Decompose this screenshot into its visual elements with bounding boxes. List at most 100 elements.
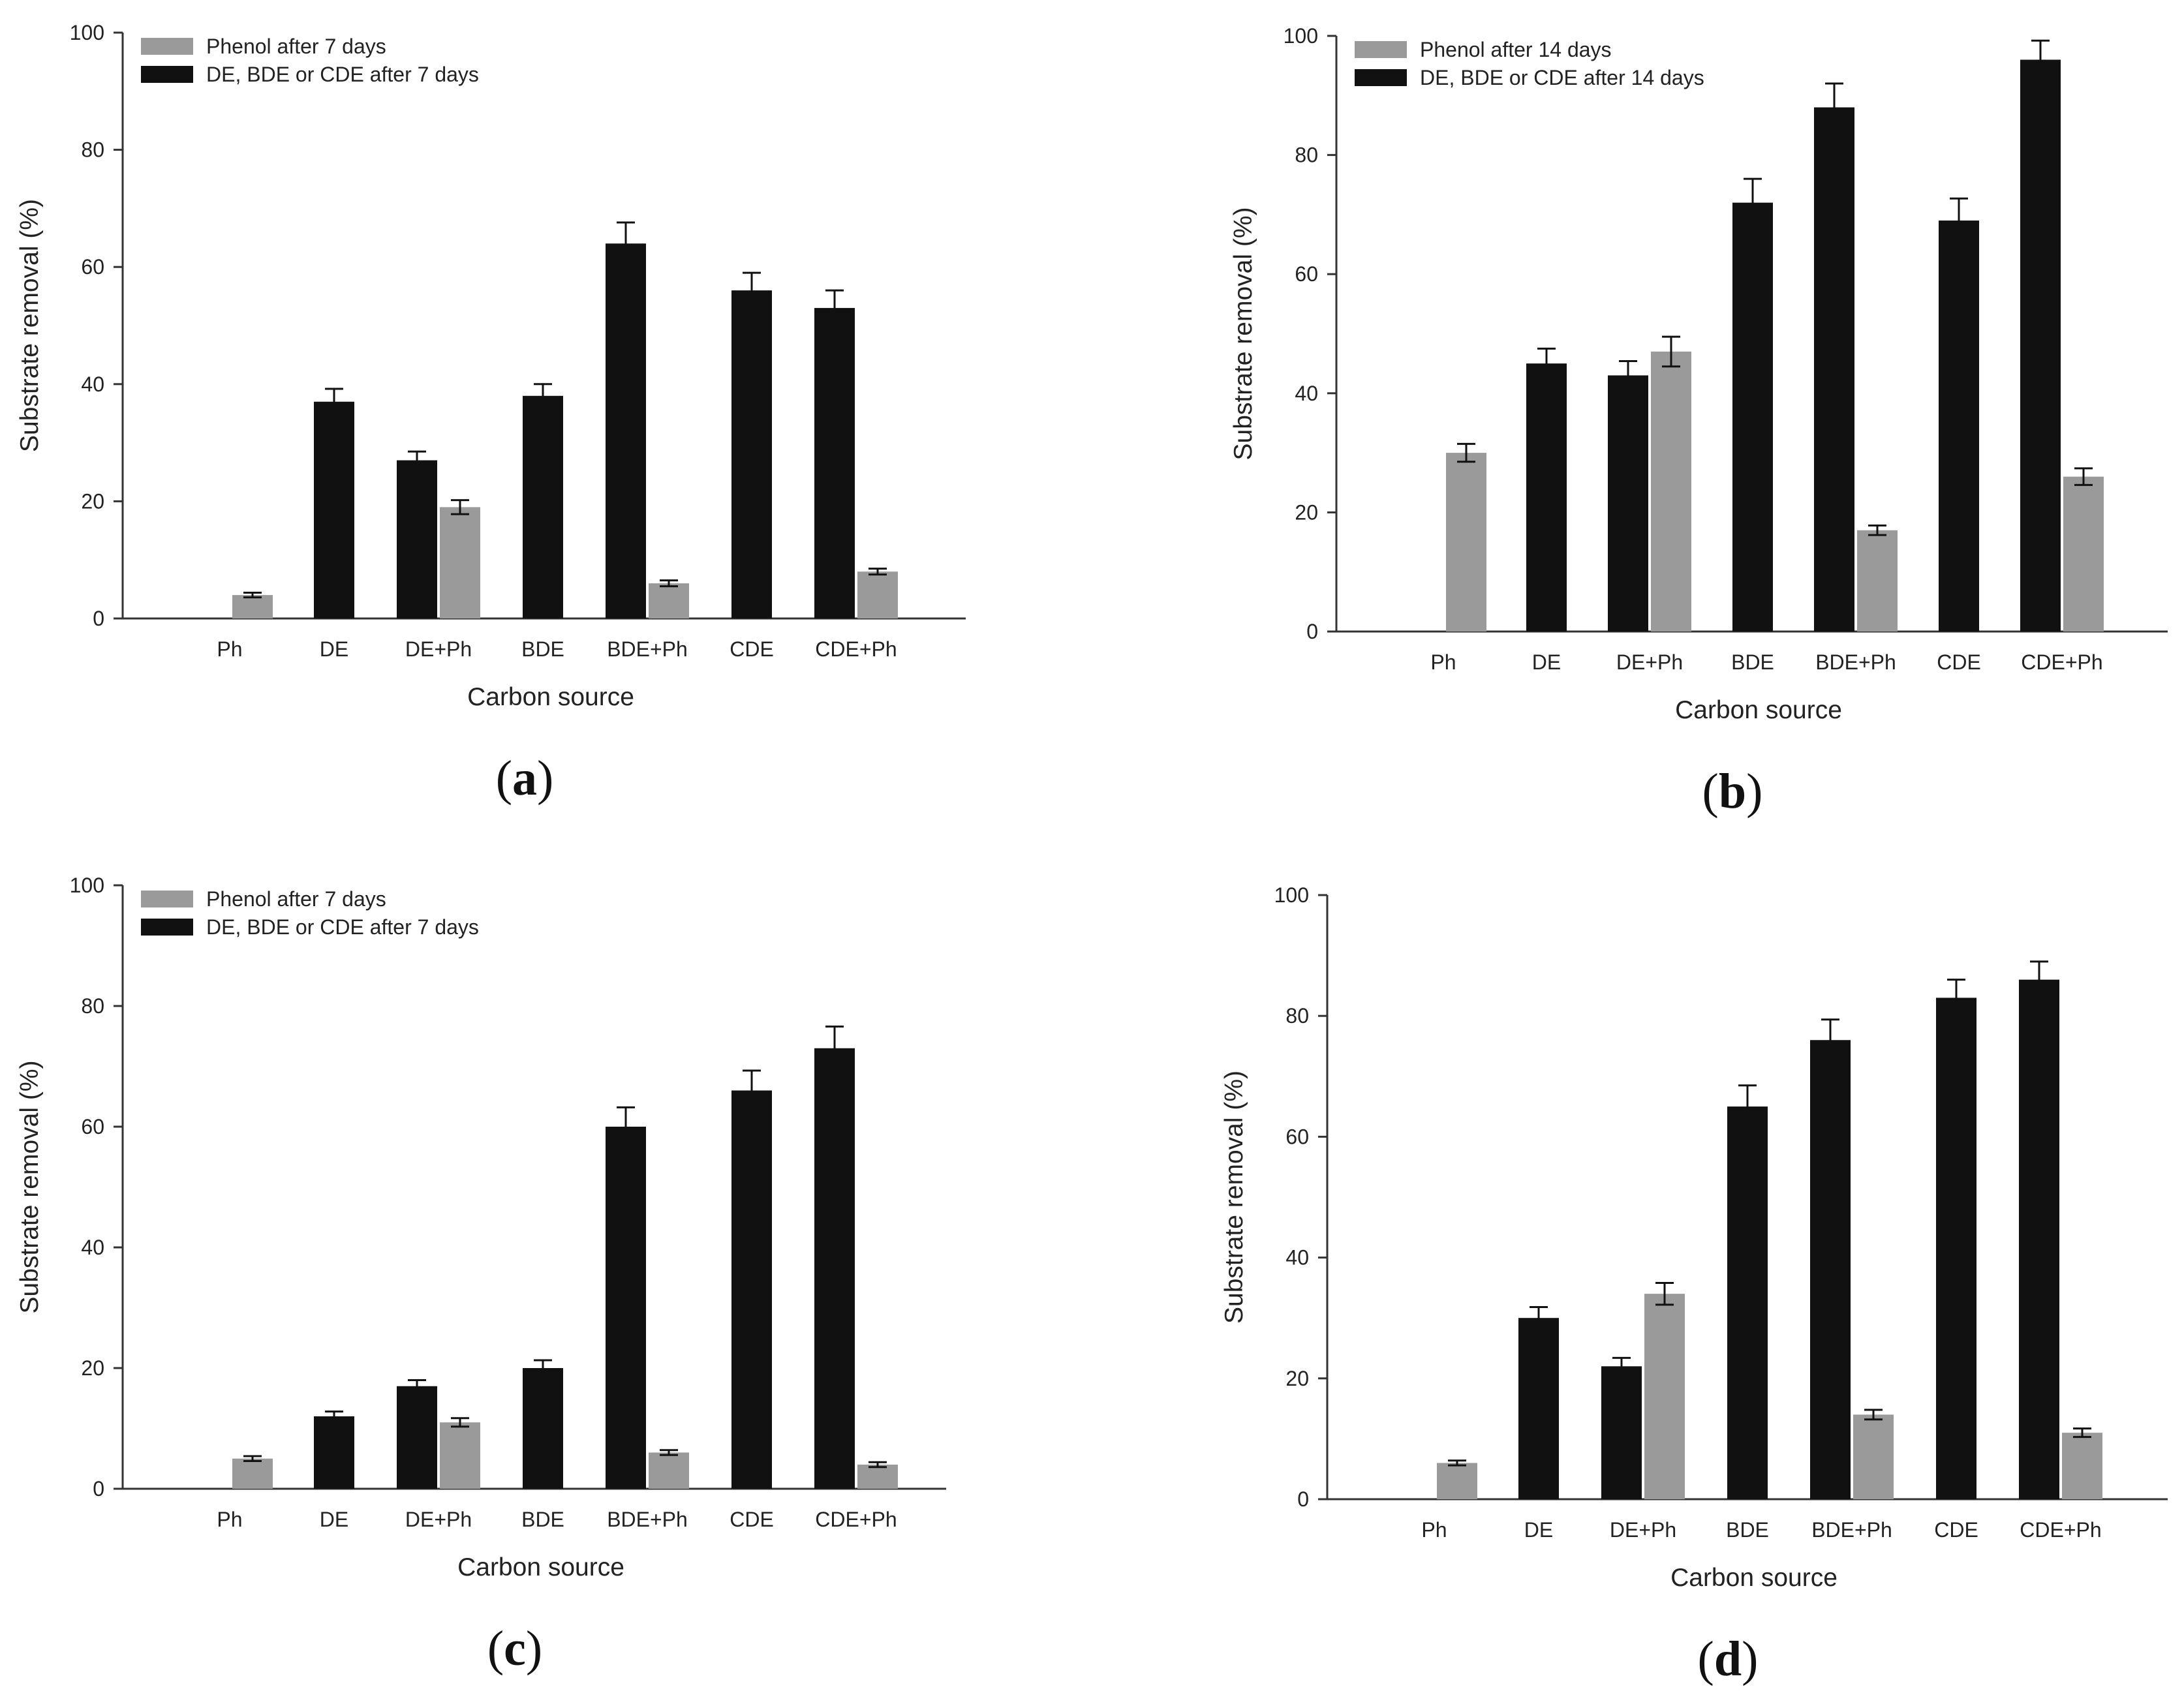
y-tick-label: 20 <box>1285 1367 1309 1390</box>
x-tick-label: Ph <box>217 1508 242 1531</box>
x-tick-label: BDE+Ph <box>1811 1518 1892 1542</box>
legend-swatch-phenol <box>141 891 193 907</box>
x-tick-label: DE <box>1532 650 1561 674</box>
x-tick-label: DE+Ph <box>405 1508 472 1531</box>
bar-compound <box>731 290 772 618</box>
x-tick-label: CDE+Ph <box>815 637 897 661</box>
bar-compound <box>1810 1040 1851 1499</box>
legend-label-phenol: Phenol after 14 days <box>1420 38 1612 61</box>
x-tick-label: DE <box>1524 1518 1553 1542</box>
bar-compound <box>523 1368 563 1489</box>
y-axis-title: Substrate removal (%) <box>1229 207 1257 461</box>
bar-phenol <box>440 507 480 618</box>
x-tick-label: DE+Ph <box>405 637 472 661</box>
panel-label: (b) <box>1702 764 1763 819</box>
panel-label: (d) <box>1698 1632 1759 1686</box>
y-tick-label: 80 <box>81 138 104 162</box>
x-tick-label: BDE <box>521 1508 564 1531</box>
bar-phenol <box>1853 1414 1894 1499</box>
y-tick-label: 80 <box>81 994 104 1018</box>
bar-compound <box>814 1048 855 1489</box>
y-axis-title: Substrate removal (%) <box>16 199 44 452</box>
y-tick-label: 0 <box>93 1477 104 1501</box>
x-tick-label: DE+Ph <box>1616 650 1683 674</box>
y-tick-label: 80 <box>1295 144 1318 167</box>
legend-label-compound: DE, BDE or CDE after 7 days <box>206 915 479 939</box>
bar-compound <box>314 401 354 618</box>
chart-panel-d: 0 20 40 60 80 100 Substrate removal (%) Ph DE DE+… <box>1220 883 2168 1686</box>
x-tick-label: BDE+Ph <box>607 637 688 661</box>
bar-compound <box>1518 1318 1559 1499</box>
bar-compound <box>397 460 437 618</box>
legend-swatch-compound <box>1355 69 1407 86</box>
x-tick-label: BDE+Ph <box>1815 650 1896 674</box>
y-tick-label: 60 <box>81 255 104 279</box>
bar-phenol <box>1857 530 1898 632</box>
y-tick-label: 40 <box>1295 382 1318 405</box>
bar-phenol <box>1446 453 1486 632</box>
bar-phenol <box>857 571 898 618</box>
bar-compound <box>523 395 563 618</box>
x-tick-label: CDE+Ph <box>815 1508 897 1531</box>
x-tick-label: BDE <box>521 637 564 661</box>
x-tick-label: Ph <box>1421 1518 1447 1542</box>
bar-compound <box>606 1127 646 1489</box>
bar-compound <box>1814 107 1854 632</box>
legend-label-compound: DE, BDE or CDE after 7 days <box>206 63 479 86</box>
y-tick-label: 100 <box>70 21 104 44</box>
legend-label-compound: DE, BDE or CDE after 14 days <box>1420 66 1704 89</box>
legend-label-phenol: Phenol after 7 days <box>206 35 386 58</box>
y-axis-title: Substrate removal (%) <box>16 1061 44 1314</box>
x-tick-label: BDE+Ph <box>607 1508 688 1531</box>
bar-compound <box>1608 375 1648 632</box>
y-tick-label: 0 <box>93 607 104 630</box>
bar-compound <box>314 1416 354 1489</box>
x-tick-label: Ph <box>217 637 242 661</box>
bar-phenol <box>649 1452 689 1489</box>
bar-compound <box>606 243 646 618</box>
y-tick-label: 60 <box>1295 262 1318 286</box>
bar-compound <box>1732 202 1773 632</box>
x-axis-title: Carbon source <box>457 1553 624 1581</box>
bar-compound <box>1727 1106 1768 1499</box>
bar-phenol <box>1644 1294 1685 1499</box>
bar-compound <box>1936 998 1976 1499</box>
x-tick-label: CDE+Ph <box>2020 1518 2101 1542</box>
y-tick-label: 40 <box>81 373 104 396</box>
x-tick-label: Ph <box>1430 650 1456 674</box>
bar-phenol <box>1437 1463 1477 1499</box>
chart-panel-b: 0 20 40 60 80 100 Substrate removal (%) Ph DE DE+… <box>1229 24 2168 819</box>
bar-phenol <box>2062 1433 2102 1499</box>
x-axis-title: Carbon source <box>1670 1564 1838 1592</box>
panel-label: (a) <box>496 751 554 806</box>
bar-compound <box>1601 1366 1642 1499</box>
bar-compound <box>2019 979 2059 1499</box>
bar-compound <box>1526 363 1567 632</box>
bar-phenol <box>1651 351 1691 632</box>
y-tick-label: 60 <box>81 1115 104 1138</box>
x-tick-label: CDE <box>1934 1518 1978 1542</box>
bar-compound <box>731 1090 772 1489</box>
x-tick-label: DE <box>320 637 348 661</box>
bar-phenol <box>440 1422 480 1489</box>
y-tick-label: 0 <box>1306 620 1318 643</box>
y-tick-label: 40 <box>1285 1246 1309 1270</box>
x-tick-label: DE <box>320 1508 348 1531</box>
bar-phenol <box>232 595 273 618</box>
y-tick-label: 100 <box>70 874 104 897</box>
chart-panel-a: 0 20 40 60 80 100 Substrate removal (%) Ph DE DE+… <box>16 21 966 806</box>
legend-swatch-compound <box>141 66 193 83</box>
bar-phenol <box>649 583 689 618</box>
bar-phenol <box>2063 476 2104 632</box>
y-tick-label: 100 <box>1274 883 1309 907</box>
legend-swatch-compound <box>141 919 193 936</box>
y-tick-label: 60 <box>1285 1125 1309 1148</box>
bar-phenol <box>232 1458 273 1489</box>
x-axis-title: Carbon source <box>1675 696 1842 724</box>
y-tick-label: 20 <box>1295 500 1318 524</box>
x-tick-label: CDE <box>1937 650 1981 674</box>
chart-panel-c: 0 20 40 60 80 100 Substrate removal (%) Ph DE DE+… <box>16 874 946 1676</box>
legend-swatch-phenol <box>1355 41 1407 58</box>
y-tick-label: 80 <box>1285 1004 1309 1028</box>
